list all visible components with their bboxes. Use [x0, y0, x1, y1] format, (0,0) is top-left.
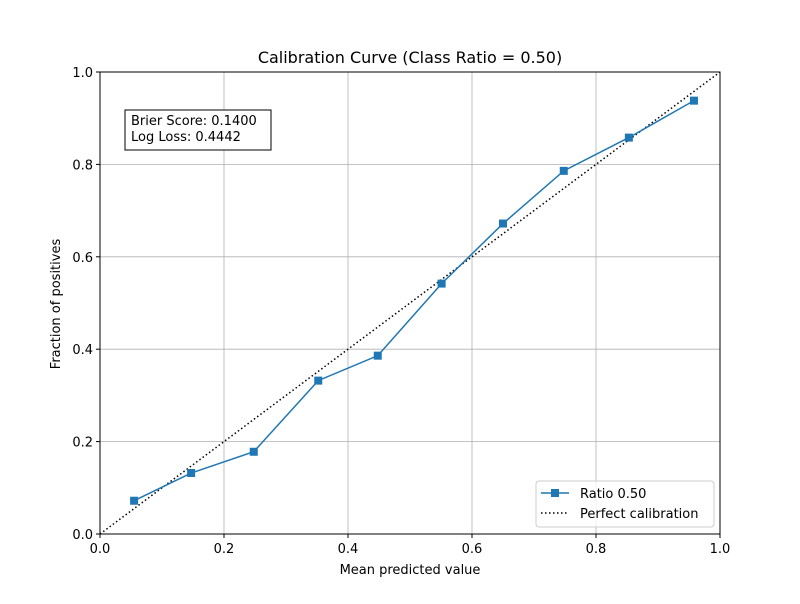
plot-area: 0.0 0.2 0.4 0.6 0.8 1.0 0.0 0.2 0.4 0.6 0.8 1.0	[72, 66, 730, 557]
metrics-annotation-box: Brier Score: 0.1400 Log Loss: 0.4442	[124, 109, 272, 151]
calibration-point	[373, 351, 382, 360]
y-tick-label: 1.0	[72, 66, 93, 81]
calibration-point	[689, 96, 698, 105]
calibration-curve-line	[133, 99, 695, 502]
legend-label-perfect: Perfect calibration	[580, 507, 698, 522]
calibration-point	[187, 469, 196, 478]
calibration-point	[499, 219, 507, 228]
calibration-point	[437, 279, 446, 288]
legend-label-ratio: Ratio 0.50	[580, 487, 646, 502]
x-axis-label: Mean predicted value	[340, 563, 481, 578]
legend: Ratio 0.50 Perfect calibration	[535, 480, 715, 528]
x-tick-label: 0.0	[90, 542, 111, 557]
y-tick-label: 0.6	[72, 251, 93, 266]
y-tick-label: 0.8	[72, 158, 93, 173]
x-tick-label: 1.0	[710, 542, 731, 557]
calibration-point	[559, 166, 568, 175]
legend-frame	[535, 480, 715, 528]
y-tick-label: 0.0	[72, 528, 93, 543]
annotation-frame	[124, 109, 272, 151]
axes-frame	[99, 71, 721, 535]
perfect-calibration-line	[99, 71, 721, 535]
log-loss-text: Log Loss: 0.4442	[131, 130, 241, 145]
calibration-point	[249, 447, 258, 456]
y-axis-label: Fraction of positives	[49, 239, 64, 370]
calibration-point	[624, 133, 633, 142]
brier-score-text: Brier Score: 0.1400	[131, 114, 257, 129]
x-tick-label: 0.4	[338, 542, 359, 557]
y-tick-label: 0.4	[72, 343, 93, 358]
chart-title: Calibration Curve (Class Ratio = 0.50)	[258, 48, 562, 67]
x-tick-label: 0.2	[214, 542, 235, 557]
legend-marker-ratio	[551, 489, 559, 497]
y-tick-label: 0.2	[72, 436, 93, 451]
calibration-point	[314, 376, 323, 385]
calibration-point	[130, 496, 139, 505]
x-tick-label: 0.8	[586, 542, 607, 557]
x-tick-label: 0.6	[462, 542, 483, 557]
